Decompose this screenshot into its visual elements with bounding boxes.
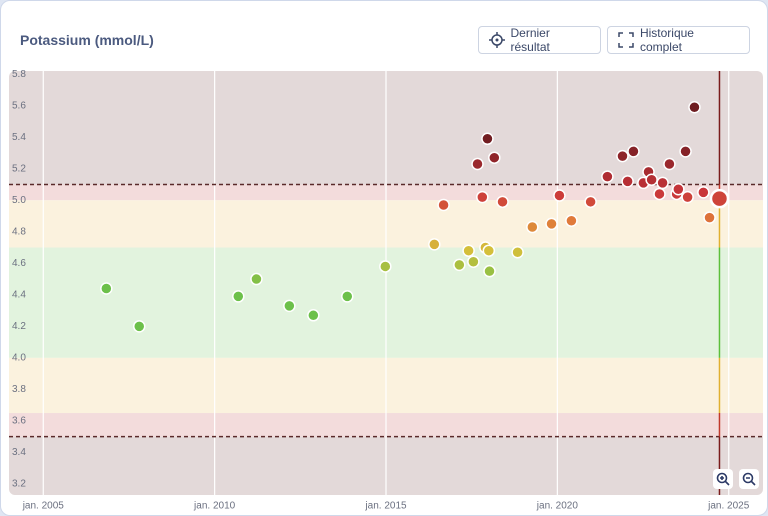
data-point (307, 309, 320, 322)
data-point (645, 173, 658, 187)
data-point (697, 186, 710, 199)
data-point (379, 260, 392, 273)
button-label: Dernier résultat (510, 26, 550, 54)
data-point (601, 170, 614, 183)
data-point (511, 246, 524, 259)
data-point (488, 151, 501, 164)
data-point (428, 238, 441, 251)
data-point (132, 320, 146, 333)
zoom-out[interactable] (739, 469, 759, 489)
data-point (703, 211, 716, 224)
y-tick-label: 4.2 (12, 321, 26, 332)
data-point (653, 187, 666, 201)
overlay: jan. 2005 jan. 2010 jan. 2015 jan. 2020 jan.… (12, 69, 750, 512)
data-point (482, 244, 496, 257)
data-point (100, 282, 113, 295)
x-tick-label: jan. 2020 (536, 501, 579, 512)
data-point (663, 157, 676, 171)
y-tick-label: 4.6 (12, 258, 26, 269)
data-point (709, 188, 730, 209)
y-tick-label: 3.2 (12, 479, 26, 490)
data-point (584, 195, 597, 209)
y-tick-label: 3.4 (12, 447, 26, 458)
data-point (616, 149, 629, 163)
data-point (681, 190, 694, 204)
data-point (437, 198, 450, 212)
data-point (250, 272, 263, 286)
data-point (656, 176, 669, 190)
data-point (565, 214, 578, 227)
latest-button[interactable]: Dernier résultat (478, 26, 601, 54)
data-point (462, 244, 475, 257)
data-point (621, 175, 634, 188)
data-point (526, 220, 539, 234)
expand-icon (618, 32, 634, 48)
y-tick-label: 5.4 (12, 132, 26, 143)
data-point (545, 217, 558, 231)
chart-title: Potassium (mmol/L) (20, 32, 154, 48)
y-tick-label: 5.0 (12, 195, 26, 206)
data-point (679, 145, 692, 158)
data-point (481, 132, 494, 146)
data-point (476, 190, 489, 204)
target-icon (489, 32, 505, 48)
history-button[interactable]: Historique complet (607, 26, 750, 54)
y-tick-label: 5.2 (12, 163, 26, 174)
plot-area (9, 71, 763, 495)
data-point (232, 290, 245, 303)
y-tick-label: 3.8 (12, 384, 26, 395)
data-point (471, 157, 484, 171)
y-tick-label: 3.6 (12, 416, 26, 427)
y-tick-label: 5.8 (12, 69, 26, 80)
x-tick-label: jan. 2015 (364, 501, 407, 512)
zoom-in[interactable] (713, 469, 733, 489)
x-tick-label: jan. 2025 (707, 501, 750, 512)
y-tick-label: 5.6 (12, 100, 26, 111)
data-point (688, 101, 701, 114)
x-tick-label: jan. 2010 (193, 501, 236, 512)
y-tick-label: 4.8 (12, 226, 26, 237)
data-point (283, 299, 296, 313)
data-point (672, 182, 685, 196)
y-tick-label: 4.4 (12, 289, 26, 300)
data-point (627, 145, 640, 158)
data-point (453, 258, 466, 272)
data-point (483, 264, 496, 278)
button-label: Historique complet (639, 26, 694, 54)
data-point (341, 290, 354, 303)
zoom-controls (713, 469, 759, 489)
data-point (553, 189, 566, 202)
data-point (496, 195, 509, 209)
data-point (467, 255, 480, 268)
y-tick-label: 4.0 (12, 353, 26, 364)
x-tick-label: jan. 2005 (22, 501, 65, 512)
